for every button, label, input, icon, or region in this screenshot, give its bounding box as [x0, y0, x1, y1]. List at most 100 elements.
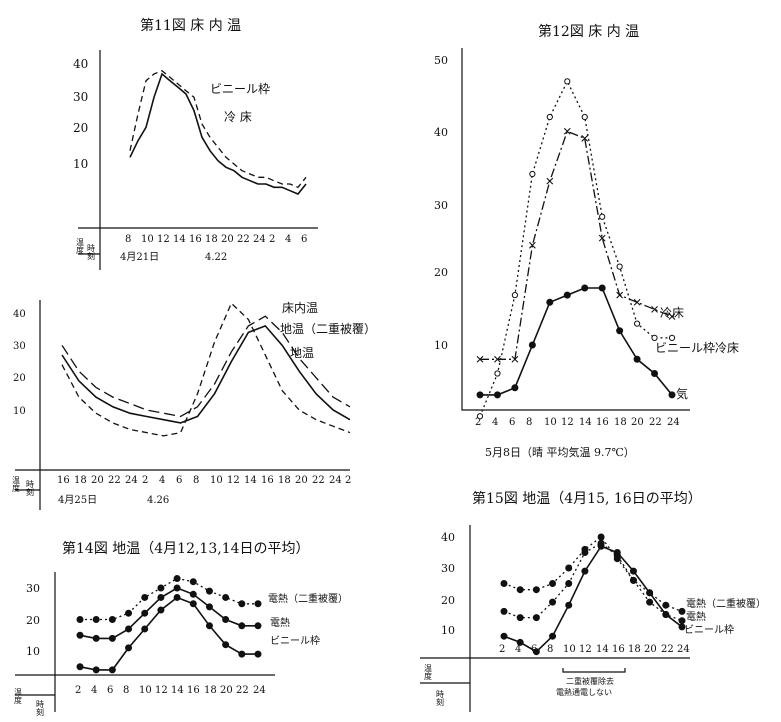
data-point: [598, 234, 606, 242]
data-point: [173, 593, 181, 601]
data-point: [646, 589, 654, 597]
data-point: [633, 355, 641, 363]
data-point: [500, 607, 508, 615]
data-point: [549, 580, 557, 587]
x-tick-label: 4: [515, 644, 521, 655]
bracket-note: 二重被覆除去: [566, 676, 614, 686]
series-label: ビニール枠: [210, 82, 270, 96]
data-point: [598, 284, 606, 292]
data-point: [173, 584, 181, 592]
y-tick-label: 40: [73, 57, 88, 71]
x-tick-label: 8: [526, 417, 532, 428]
x-tick-label: 2: [142, 475, 148, 486]
data-point: [528, 241, 536, 249]
series-label: 冷 床: [224, 110, 252, 124]
data-point: [613, 549, 621, 556]
data-point: [511, 384, 519, 392]
data-point: [633, 320, 641, 327]
data-point: [205, 622, 213, 630]
data-point: [629, 567, 637, 575]
y-tick-label: 20: [73, 121, 88, 135]
date-label: 4月25日: [58, 494, 97, 506]
y-axis-label: 温度: [12, 476, 21, 493]
x-tick-label: 8: [193, 475, 199, 486]
x-tick-label: 22: [312, 475, 325, 486]
series-label: 電熱（二重被覆）: [686, 597, 766, 610]
chart-title: 第15図 地温（4月15, 16日の平均）: [472, 490, 702, 507]
x-tick-label: 10: [141, 234, 154, 245]
x-tick-label: 10: [139, 685, 152, 696]
data-point: [238, 650, 246, 658]
x-tick-label: 16: [612, 644, 625, 655]
series-line: [480, 130, 673, 360]
x-tick-label: 24: [253, 685, 266, 696]
data-point: [532, 586, 540, 594]
series-line: [129, 72, 307, 195]
data-point: [565, 580, 573, 587]
x-tick-label: 20: [91, 475, 104, 486]
data-point: [565, 564, 573, 572]
series-line: [503, 542, 683, 622]
data-point: [157, 584, 165, 592]
y-tick-label: 30: [441, 562, 455, 575]
x-tick-label: 10: [563, 644, 576, 655]
data-point: [516, 586, 524, 594]
data-point: [616, 263, 623, 270]
series-label: 冷床: [660, 306, 684, 320]
x-tick-label: 22: [649, 417, 662, 428]
data-point: [254, 650, 262, 658]
chart-title: 第14図 地温（4月12,13,14日の平均）: [62, 540, 310, 557]
series-line: [503, 545, 683, 653]
data-point: [141, 609, 149, 617]
x-tick-label: 18: [74, 475, 87, 486]
series-label: 電熱: [270, 616, 290, 629]
data-point: [616, 291, 624, 299]
x-tick-label: 4: [159, 475, 165, 486]
series-label: ビニール枠冷床: [655, 341, 739, 355]
x-tick-label: 12: [579, 644, 592, 655]
data-point: [549, 632, 557, 640]
data-point: [511, 355, 519, 363]
x-tick-label: 22: [236, 685, 249, 696]
x-tick-label: 24: [329, 475, 342, 486]
x-tick-label: 14: [173, 234, 186, 245]
x-tick-label: 2: [75, 685, 81, 696]
data-point: [125, 644, 133, 652]
x-axis-label: 時刻: [87, 244, 96, 261]
data-point: [678, 623, 686, 631]
chart-title: 第11図 床 内 温: [140, 17, 241, 34]
y-tick-label: 20: [13, 373, 26, 384]
data-point: [222, 641, 230, 649]
date-label: 4.26: [147, 495, 169, 506]
y-axis-label: 温度: [424, 664, 433, 681]
data-point: [678, 617, 686, 625]
data-point: [563, 127, 571, 135]
y-axis-label: 温度: [76, 238, 85, 255]
x-tick-label: 16: [57, 475, 70, 486]
series-line: [479, 79, 672, 417]
data-point: [92, 634, 100, 642]
x-tick-label: 20: [644, 644, 657, 655]
series-line: [61, 315, 351, 418]
data-point: [646, 598, 654, 606]
x-tick-label: 6: [301, 234, 307, 245]
chart-fig15: 第15図 地温（4月15, 16日の平均） 温度 時刻 二重被覆除去 電熱通電し…: [420, 490, 766, 712]
x-tick-label: 6: [176, 475, 182, 486]
data-point: [563, 291, 571, 299]
x-tick-label: 22: [237, 234, 250, 245]
data-point: [516, 638, 524, 646]
x-tick-label: 18: [205, 234, 218, 245]
data-point: [76, 631, 84, 639]
x-tick-label: 22: [108, 475, 121, 486]
y-tick-label: 30: [26, 582, 40, 595]
series-line: [79, 587, 258, 640]
data-point: [581, 567, 589, 575]
data-point: [546, 113, 553, 121]
y-tick-label: 40: [13, 309, 26, 320]
data-point: [476, 355, 484, 363]
series-label: ビニール枠: [684, 623, 734, 636]
data-point: [668, 391, 676, 399]
data-point: [205, 587, 213, 595]
y-tick-label: 30: [73, 90, 88, 104]
